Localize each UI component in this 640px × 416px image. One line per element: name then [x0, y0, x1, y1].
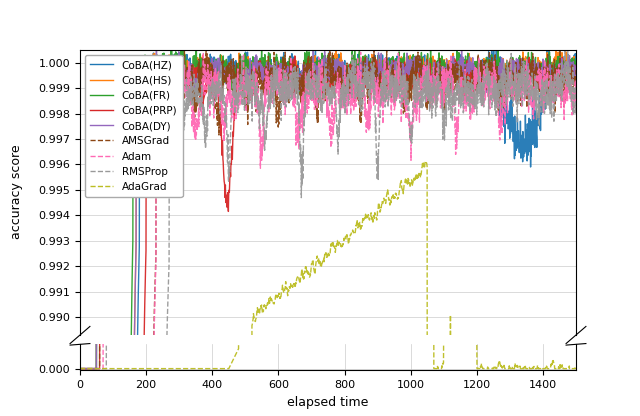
- RMSProp: [572, 104, 580, 109]
- AdaGrad: [304, 270, 312, 275]
- AMSGrad: [556, 43, 564, 48]
- CoBA(HS): [317, 64, 325, 69]
- Line: CoBA(HS): CoBA(HS): [80, 49, 576, 416]
- CoBA(FR): [558, 67, 566, 72]
- CoBA(FR): [467, 68, 475, 73]
- AMSGrad: [467, 82, 474, 87]
- Line: Adam: Adam: [80, 52, 576, 416]
- CoBA(HS): [467, 55, 475, 60]
- AdaGrad: [317, 261, 325, 266]
- CoBA(DY): [558, 56, 566, 61]
- RMSProp: [564, 42, 572, 47]
- CoBA(HS): [572, 64, 580, 69]
- Adam: [467, 94, 475, 99]
- CoBA(PRP): [305, 82, 312, 87]
- CoBA(PRP): [467, 68, 475, 73]
- AMSGrad: [304, 55, 312, 60]
- CoBA(HS): [558, 50, 566, 55]
- RMSProp: [304, 72, 312, 77]
- CoBA(HZ): [558, 62, 566, 67]
- RMSProp: [558, 59, 566, 64]
- CoBA(PRP): [558, 64, 566, 69]
- Adam: [558, 83, 566, 88]
- CoBA(HZ): [558, 62, 566, 67]
- RMSProp: [317, 102, 325, 107]
- CoBA(HZ): [304, 75, 312, 80]
- CoBA(PRP): [558, 73, 566, 78]
- Line: CoBA(DY): CoBA(DY): [80, 46, 576, 416]
- CoBA(FR): [178, 42, 186, 47]
- CoBA(HZ): [545, 39, 553, 44]
- AMSGrad: [317, 83, 325, 88]
- CoBA(HZ): [467, 63, 474, 68]
- Line: CoBA(FR): CoBA(FR): [80, 45, 576, 416]
- CoBA(PRP): [291, 53, 299, 58]
- CoBA(FR): [572, 59, 580, 64]
- RMSProp: [467, 99, 474, 104]
- CoBA(HZ): [317, 67, 325, 72]
- CoBA(FR): [558, 74, 566, 79]
- AMSGrad: [558, 77, 566, 82]
- Line: CoBA(PRP): CoBA(PRP): [80, 56, 576, 416]
- Line: AdaGrad: AdaGrad: [80, 161, 576, 416]
- CoBA(FR): [317, 69, 325, 74]
- AMSGrad: [572, 67, 580, 72]
- CoBA(HS): [332, 46, 340, 51]
- Adam: [572, 82, 580, 87]
- CoBA(HS): [304, 63, 312, 68]
- AdaGrad: [422, 159, 429, 164]
- CoBA(PRP): [317, 77, 325, 82]
- RMSProp: [557, 96, 565, 101]
- AMSGrad: [558, 82, 566, 87]
- CoBA(FR): [305, 52, 312, 57]
- Line: CoBA(HZ): CoBA(HZ): [80, 41, 576, 416]
- CoBA(PRP): [572, 68, 580, 73]
- CoBA(DY): [152, 43, 160, 48]
- CoBA(DY): [305, 74, 312, 79]
- Legend: CoBA(HZ), CoBA(HS), CoBA(FR), CoBA(PRP), CoBA(DY), AMSGrad, Adam, RMSProp, AdaGr: CoBA(HZ), CoBA(HS), CoBA(FR), CoBA(PRP),…: [85, 55, 182, 197]
- CoBA(HZ): [572, 58, 580, 63]
- X-axis label: elapsed time: elapsed time: [287, 396, 369, 409]
- CoBA(DY): [572, 76, 580, 81]
- CoBA(DY): [467, 60, 475, 65]
- CoBA(DY): [558, 69, 566, 74]
- Text: accuracy score: accuracy score: [10, 144, 22, 239]
- Adam: [558, 94, 566, 99]
- Line: RMSProp: RMSProp: [80, 45, 576, 416]
- Adam: [304, 87, 312, 92]
- Adam: [317, 84, 325, 89]
- Adam: [356, 50, 364, 55]
- CoBA(HS): [558, 56, 566, 61]
- CoBA(DY): [317, 72, 325, 77]
- Line: AMSGrad: AMSGrad: [80, 46, 576, 416]
